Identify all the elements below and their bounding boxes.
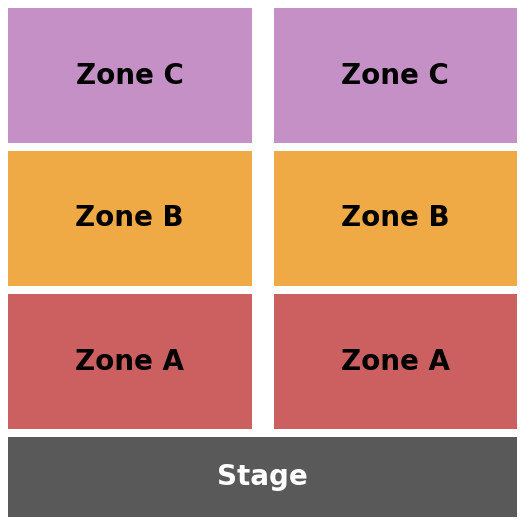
Bar (8, 8, 251, 143)
Bar (274, 294, 517, 429)
Bar (8, 151, 251, 286)
Text: Zone A: Zone A (75, 348, 184, 375)
Text: Zone B: Zone B (76, 205, 184, 233)
Bar (8, 294, 251, 429)
Bar (274, 8, 517, 143)
Text: Zone A: Zone A (341, 348, 450, 375)
Text: Zone B: Zone B (341, 205, 449, 233)
Bar (8, 437, 517, 517)
Text: Stage: Stage (217, 463, 308, 491)
Bar (274, 151, 517, 286)
Text: Zone C: Zone C (341, 61, 449, 89)
Text: Zone C: Zone C (76, 61, 184, 89)
